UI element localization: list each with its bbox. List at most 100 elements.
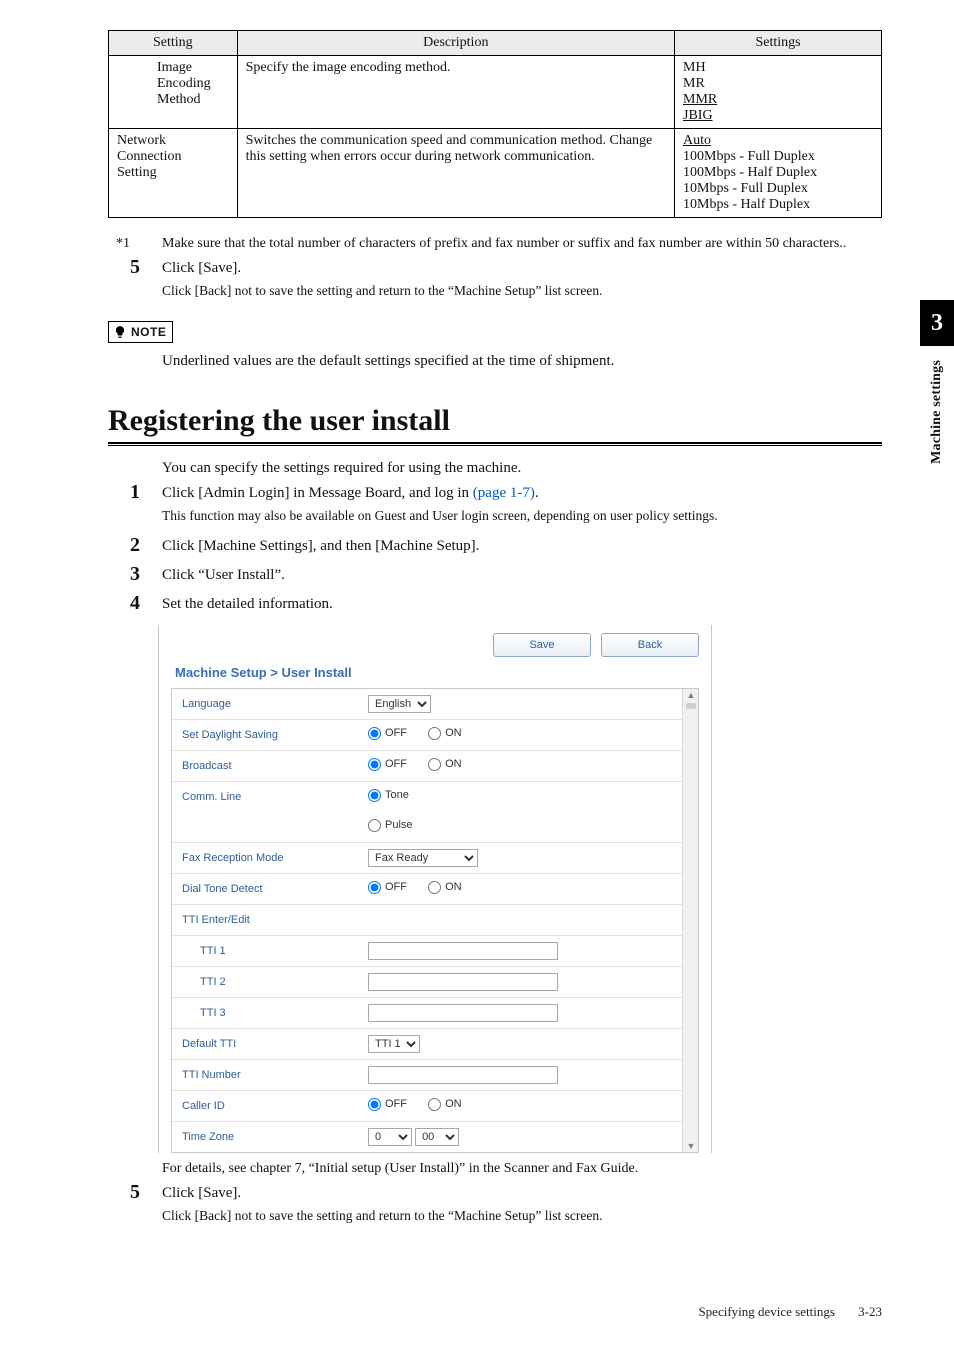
note-text: Underlined values are the default settin… (162, 353, 882, 370)
page-footer: Specifying device settings 3-23 (698, 1304, 882, 1320)
radio-off[interactable] (368, 727, 381, 740)
setting-options: MHMRMMRJBIG (675, 56, 882, 129)
note-label: NOTE (131, 325, 166, 339)
tti2-input[interactable] (368, 973, 558, 991)
label-callerid: Caller ID (172, 1090, 358, 1121)
commline-pulse[interactable]: Pulse (368, 819, 413, 832)
callerid-on[interactable]: ON (428, 1098, 462, 1111)
setting-options: Auto100Mbps - Full Duplex100Mbps - Half … (675, 129, 882, 218)
table-header-settings: Settings (675, 31, 882, 56)
tti3-input[interactable] (368, 1004, 558, 1022)
page-link[interactable]: (page 1-7) (473, 485, 535, 501)
section-intro: You can specify the settings required fo… (162, 460, 882, 477)
daylight-on[interactable]: ON (428, 727, 462, 740)
table-row: ImageEncodingMethodSpecify the image enc… (109, 56, 882, 129)
settings-table: Setting Description Settings ImageEncodi… (108, 30, 882, 218)
radio-on[interactable] (428, 881, 441, 894)
dialtone-off[interactable]: OFF (368, 881, 407, 894)
note-badge: NOTE (108, 321, 173, 343)
section-title: Registering the user install (108, 404, 882, 440)
step-body: Click [Save]. (162, 1185, 882, 1202)
radio-on[interactable] (428, 727, 441, 740)
radio-off[interactable] (368, 1098, 381, 1111)
step-body: Click [Machine Settings], and then [Mach… (162, 538, 882, 555)
callerid-off[interactable]: OFF (368, 1098, 407, 1111)
tti1-input[interactable] (368, 942, 558, 960)
setting-name: ImageEncodingMethod (149, 56, 237, 129)
step-body: Click [Save]. (162, 260, 882, 277)
label-tti-header: TTI Enter/Edit (172, 904, 683, 935)
side-chapter-tab: 3 Machine settings (920, 300, 954, 520)
indent-spacer (109, 56, 150, 129)
row-tti1: TTI 1 (172, 935, 683, 966)
label-timezone: Time Zone (172, 1121, 358, 1152)
label-default-tti: Default TTI (172, 1028, 358, 1059)
row-tti3: TTI 3 (172, 997, 683, 1028)
step-2: 2 Click [Machine Settings], and then [Ma… (130, 538, 882, 555)
footer-section: Specifying device settings (698, 1304, 834, 1319)
row-commline-tone: Comm. Line Tone (172, 781, 683, 812)
step-4: 4 Set the detailed information. (130, 596, 882, 613)
scrollbar[interactable]: ▲ ▼ (682, 689, 698, 1152)
radio-off[interactable] (368, 758, 381, 771)
radio-off[interactable] (368, 881, 381, 894)
save-button[interactable]: Save (493, 633, 591, 657)
timezone-min-select[interactable]: 00 (415, 1128, 459, 1146)
dialtone-on[interactable]: ON (428, 881, 462, 894)
broadcast-on[interactable]: ON (428, 758, 462, 771)
chapter-number: 3 (920, 300, 954, 346)
row-broadcast: Broadcast OFF ON (172, 750, 683, 781)
step-number: 1 (130, 481, 140, 504)
step-number: 2 (130, 534, 140, 557)
row-language: Language English (172, 689, 683, 720)
radio-tone[interactable] (368, 789, 381, 802)
footnote-mark: *1 (116, 236, 162, 252)
daylight-off[interactable]: OFF (368, 727, 407, 740)
label-tti1: TTI 1 (172, 935, 358, 966)
step-number: 3 (130, 563, 140, 586)
step-number: 4 (130, 592, 140, 615)
radio-on[interactable] (428, 1098, 441, 1111)
table-header-setting: Setting (109, 31, 238, 56)
section-rule-thin (108, 445, 882, 446)
row-callerid: Caller ID OFF ON (172, 1090, 683, 1121)
scroll-up-arrow[interactable]: ▲ (686, 689, 696, 701)
row-commline-pulse: Pulse (172, 812, 683, 843)
step-subtext: This function may also be available on G… (162, 506, 882, 526)
row-tti2: TTI 2 (172, 966, 683, 997)
timezone-hour-select[interactable]: 0 (368, 1128, 412, 1146)
language-select[interactable]: English (368, 695, 431, 713)
scroll-down-arrow[interactable]: ▼ (686, 1140, 696, 1152)
step-number: 5 (130, 1181, 140, 1204)
scroll-thumb[interactable] (686, 703, 696, 709)
step-body: Set the detailed information. (162, 596, 882, 613)
tti-number-input[interactable] (368, 1066, 558, 1084)
radio-pulse[interactable] (368, 819, 381, 832)
label-tti-number: TTI Number (172, 1059, 358, 1090)
label-daylight: Set Daylight Saving (172, 719, 358, 750)
commline-tone[interactable]: Tone (368, 789, 409, 802)
step-5b: 5 Click [Save]. Click [Back] not to save… (130, 1185, 882, 1226)
breadcrumb: Machine Setup > User Install (159, 663, 711, 688)
table-header-description: Description (237, 31, 674, 56)
row-daylight: Set Daylight Saving OFF ON (172, 719, 683, 750)
label-tti3: TTI 3 (172, 997, 358, 1028)
label-tti2: TTI 2 (172, 966, 358, 997)
table-row: NetworkConnectionSettingSwitches the com… (109, 129, 882, 218)
back-button[interactable]: Back (601, 633, 699, 657)
radio-on[interactable] (428, 758, 441, 771)
faxmode-select[interactable]: Fax Ready (368, 849, 478, 867)
label-faxmode: Fax Reception Mode (172, 842, 358, 873)
step-body: Click “User Install”. (162, 567, 882, 584)
broadcast-off[interactable]: OFF (368, 758, 407, 771)
label-dialtone: Dial Tone Detect (172, 873, 358, 904)
chapter-label: Machine settings (929, 360, 945, 464)
step-body: Click [Admin Login] in Message Board, an… (162, 485, 882, 502)
row-faxmode: Fax Reception Mode Fax Ready (172, 842, 683, 873)
user-install-screenshot: Save Back Machine Setup > User Install ▲… (158, 625, 712, 1153)
row-default-tti: Default TTI TTI 1 (172, 1028, 683, 1059)
default-tti-select[interactable]: TTI 1 (368, 1035, 420, 1053)
setting-description: Specify the image encoding method. (237, 56, 674, 129)
row-tti-number: TTI Number (172, 1059, 683, 1090)
label-broadcast: Broadcast (172, 750, 358, 781)
